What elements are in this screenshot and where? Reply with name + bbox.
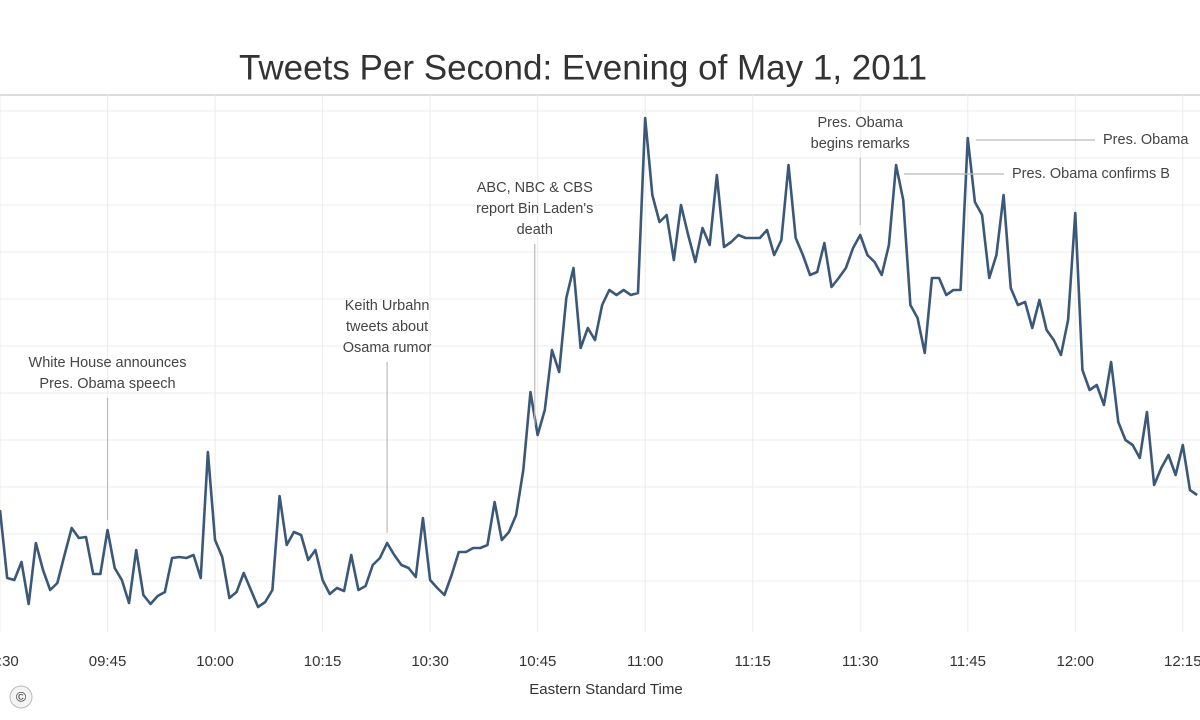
data-line (0, 116, 1198, 609)
x-tick-label: 10:00 (196, 653, 234, 670)
annotation-text: Pres. Obama speech (39, 376, 175, 392)
x-tick-label: 12:15 (1164, 653, 1200, 670)
copyright-badge (9, 685, 33, 709)
annotation-text: Pres. Obama confirms B (1012, 166, 1170, 182)
x-tick-label: 10:45 (519, 653, 557, 670)
x-tick-label: 09:45 (89, 653, 127, 670)
x-tick-label: 11:15 (734, 653, 770, 670)
annotation-text: report Bin Laden's (476, 201, 593, 217)
annotation-text: Osama rumor (343, 340, 432, 356)
annotation-text: begins remarks (811, 136, 910, 152)
x-tick-label: 10:30 (411, 653, 449, 670)
x-tick-label: 12:00 (1056, 653, 1094, 670)
x-tick-label: 09:30 (0, 653, 19, 670)
x-tick-label: 10:15 (304, 653, 342, 670)
copyright: © (16, 689, 27, 705)
x-tick-label: 11:30 (842, 653, 878, 670)
annotation-text: White House announces (29, 355, 187, 371)
annotation-text: Pres. Obama (1103, 132, 1189, 148)
annotation-text: Keith Urbahn (345, 298, 430, 314)
annotation-text: ABC, NBC & CBS (477, 180, 593, 196)
annotation-text: death (517, 222, 553, 238)
chart-title: Tweets Per Second: Evening of May 1, 201… (239, 48, 927, 87)
x-tick-label: 11:00 (627, 653, 663, 670)
annotation-text: Pres. Obama (818, 115, 904, 131)
x-axis-label: Eastern Standard Time (529, 681, 682, 698)
x-tick-label: 11:45 (950, 653, 986, 670)
annotation-text: tweets about (346, 319, 428, 335)
